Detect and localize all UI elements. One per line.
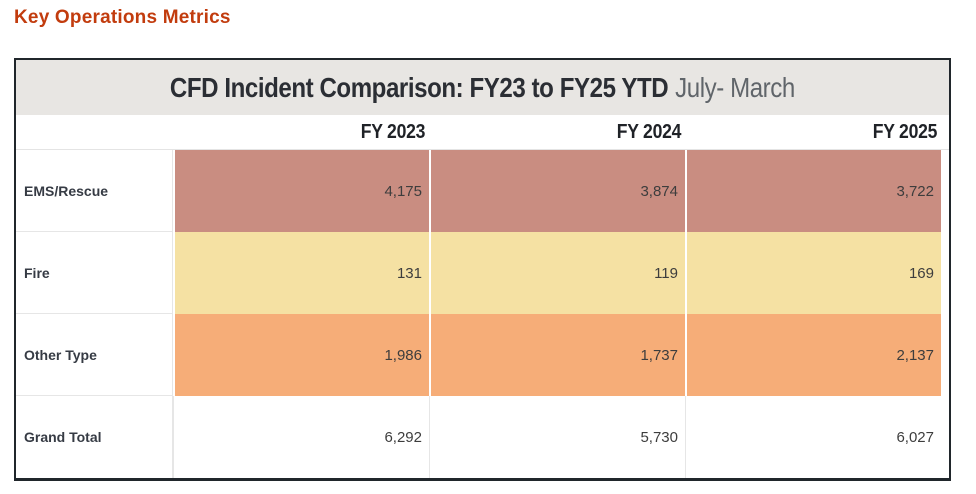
column-header-fy2025-label: FY 2025 bbox=[872, 120, 938, 143]
cell-fire-fy2024: 119 bbox=[429, 232, 685, 314]
table-subtitle: July- March bbox=[675, 71, 795, 103]
cell-fire-fy2025: 169 bbox=[685, 232, 941, 314]
row-label-ems-rescue: EMS/Rescue bbox=[16, 150, 173, 232]
column-header-fy2023: FY 2023 bbox=[173, 115, 429, 150]
incident-comparison-table: CFD Incident Comparison: FY23 to FY25 YT… bbox=[14, 58, 951, 481]
row-spacer bbox=[941, 314, 949, 396]
cell-fire-fy2023: 131 bbox=[173, 232, 429, 314]
row-spacer bbox=[941, 396, 949, 478]
column-header-fy2023-label: FY 2023 bbox=[360, 120, 426, 143]
row-spacer bbox=[941, 150, 949, 232]
cell-other-fy2024: 1,737 bbox=[429, 314, 685, 396]
cell-total-fy2023: 6,292 bbox=[173, 396, 429, 478]
row-spacer bbox=[941, 232, 949, 314]
table-title-bar: CFD Incident Comparison: FY23 to FY25 YT… bbox=[16, 60, 949, 115]
row-label-other-type: Other Type bbox=[16, 314, 173, 396]
column-header-fy2024-label: FY 2024 bbox=[616, 120, 682, 143]
row-label-grand-total: Grand Total bbox=[16, 396, 173, 478]
cell-total-fy2024: 5,730 bbox=[429, 396, 685, 478]
row-label-fire: Fire bbox=[16, 232, 173, 314]
cell-other-fy2023: 1,986 bbox=[173, 314, 429, 396]
header-spacer bbox=[941, 115, 949, 150]
column-header-fy2024: FY 2024 bbox=[429, 115, 685, 150]
cell-other-fy2025: 2,137 bbox=[685, 314, 941, 396]
cell-ems-fy2023: 4,175 bbox=[173, 150, 429, 232]
table-title: CFD Incident Comparison: FY23 to FY25 YT… bbox=[170, 71, 669, 103]
cell-total-fy2025: 6,027 bbox=[685, 396, 941, 478]
cell-ems-fy2024: 3,874 bbox=[429, 150, 685, 232]
table-title-wrap: CFD Incident Comparison: FY23 to FY25 YT… bbox=[170, 72, 795, 104]
column-header-fy2025: FY 2025 bbox=[685, 115, 941, 150]
data-grid: FY 2023 FY 2024 FY 2025 EMS/Rescue 4,175… bbox=[16, 115, 949, 478]
cell-ems-fy2025: 3,722 bbox=[685, 150, 941, 232]
page-title: Key Operations Metrics bbox=[14, 7, 231, 28]
corner-cell bbox=[16, 115, 173, 150]
